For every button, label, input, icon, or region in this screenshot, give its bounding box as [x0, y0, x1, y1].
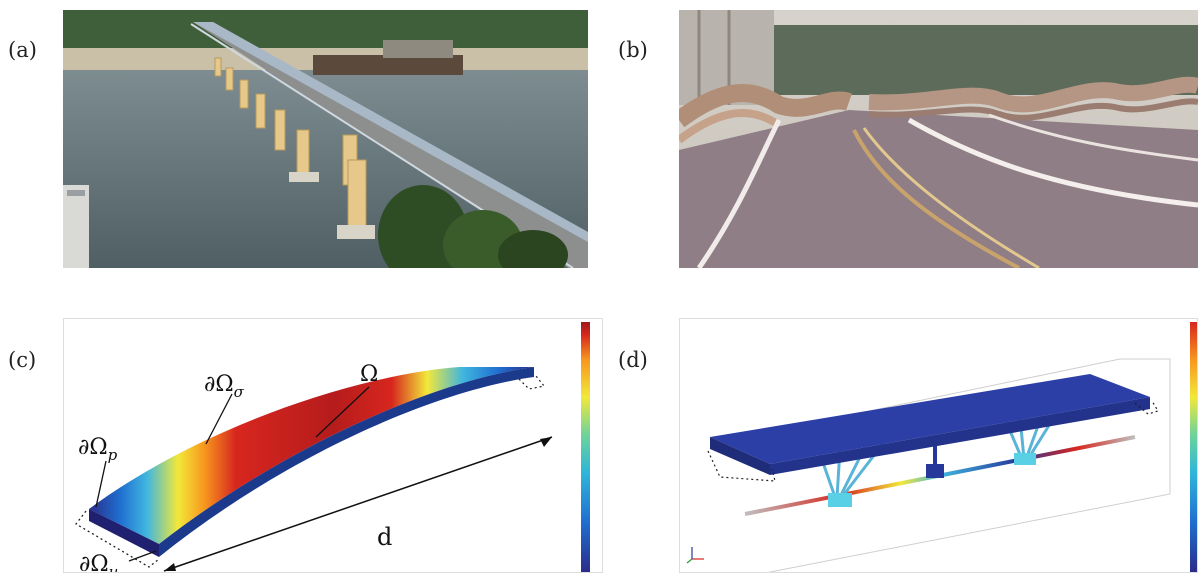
omega-label: Ω: [360, 362, 378, 387]
beam-contour-plot: Ω ∂Ωσ ∂Ωp ∂Ωu d: [63, 318, 603, 573]
panel-label-d: (d): [618, 348, 648, 372]
wavy-bridge-photo: [679, 10, 1198, 268]
panel-label-b: (b): [618, 38, 648, 62]
sigma-leader: [205, 393, 233, 445]
axis-triad-icon: [686, 547, 704, 564]
u-leader: [128, 550, 157, 562]
omega-leader: [315, 386, 370, 438]
length-label: d: [377, 523, 392, 551]
panel-label-c: (c): [8, 348, 37, 372]
p-leader: [95, 460, 107, 508]
bridge-photo: [63, 10, 588, 268]
deck-top: [710, 374, 1150, 464]
panel-label-a: (a): [8, 38, 37, 62]
sigma-boundary-label: ∂Ωσ: [204, 372, 245, 401]
bridge-model-plot: [679, 318, 1198, 573]
colorbar-d: [1190, 322, 1197, 572]
colorbar-c: [581, 322, 590, 572]
u-boundary-label: ∂Ωu: [79, 552, 118, 573]
p-boundary-label: ∂Ωp: [78, 435, 118, 464]
length-arrow: [163, 436, 553, 572]
